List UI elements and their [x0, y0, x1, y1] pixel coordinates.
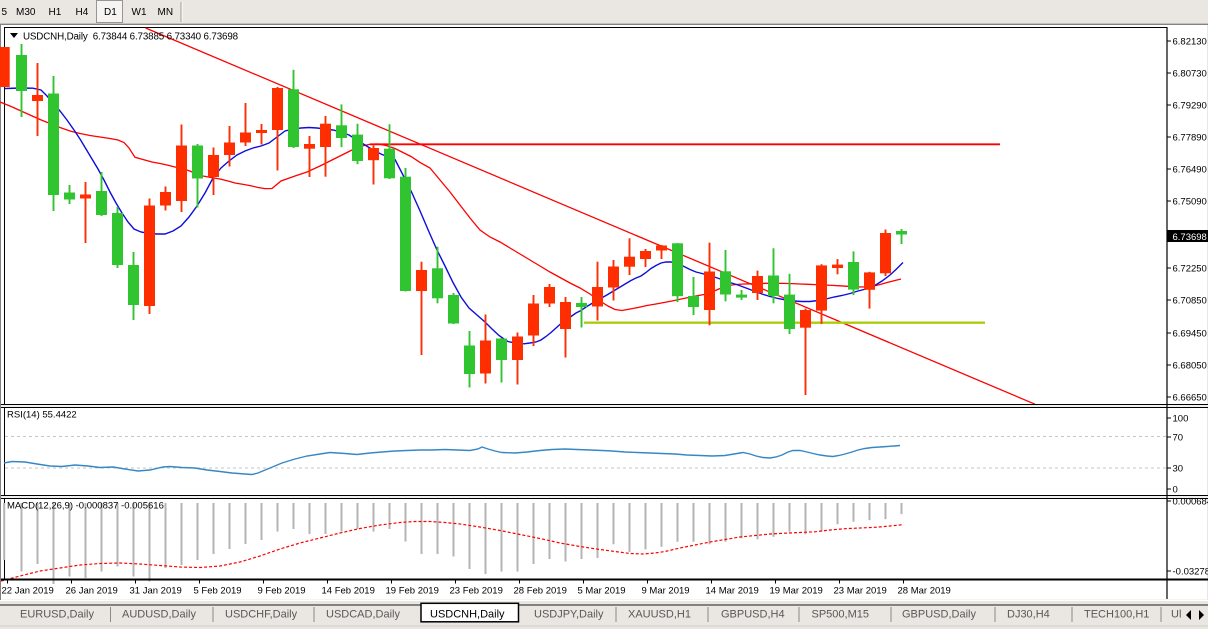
- svg-text:USDJPY,Daily: USDJPY,Daily: [534, 609, 604, 621]
- svg-text:6.80730: 6.80730: [1173, 69, 1207, 80]
- svg-text:M30: M30: [16, 7, 36, 18]
- svg-text:AUDUSD,Daily: AUDUSD,Daily: [122, 609, 196, 621]
- svg-text:70: 70: [1173, 433, 1184, 444]
- svg-text:28 Feb 2019: 28 Feb 2019: [514, 586, 567, 597]
- svg-text:6.77890: 6.77890: [1173, 133, 1207, 144]
- svg-text:XAUUSD,H1: XAUUSD,H1: [628, 609, 691, 621]
- svg-text:EURUSD,Daily: EURUSD,Daily: [20, 609, 94, 621]
- svg-text:MACD(12,26,9) -0.000837 -0.005: MACD(12,26,9) -0.000837 -0.005616: [7, 501, 164, 512]
- svg-text:USDCNH,Daily: USDCNH,Daily: [430, 609, 505, 621]
- svg-text:19 Feb 2019: 19 Feb 2019: [386, 586, 439, 597]
- svg-text:31 Jan 2019: 31 Jan 2019: [130, 586, 182, 597]
- svg-text:9 Mar 2019: 9 Mar 2019: [642, 586, 690, 597]
- svg-text:USDCNH,Daily 6.73844 6.73885: USDCNH,Daily 6.73844 6.73885 6.73340 6.7…: [23, 32, 239, 43]
- svg-text:5: 5: [2, 7, 8, 18]
- svg-text:0: 0: [1173, 485, 1178, 496]
- svg-text:14 Mar 2019: 14 Mar 2019: [706, 586, 759, 597]
- svg-text:6.66650: 6.66650: [1173, 393, 1207, 404]
- svg-text:30: 30: [1173, 464, 1184, 475]
- svg-text:6.68050: 6.68050: [1173, 361, 1207, 372]
- svg-text:6.76490: 6.76490: [1173, 165, 1207, 176]
- svg-text:GBPUSD,Daily: GBPUSD,Daily: [902, 609, 976, 621]
- svg-text:W1: W1: [132, 7, 147, 18]
- svg-text:6.82130: 6.82130: [1173, 37, 1207, 48]
- svg-text:GBPUSD,H4: GBPUSD,H4: [721, 609, 785, 621]
- svg-text:6.69450: 6.69450: [1173, 329, 1207, 340]
- svg-text:H4: H4: [76, 7, 89, 18]
- svg-text:RSI(14) 55.4422: RSI(14) 55.4422: [7, 410, 77, 421]
- svg-text:-0.03278: -0.03278: [1173, 567, 1208, 578]
- svg-text:22 Jan 2019: 22 Jan 2019: [2, 586, 54, 597]
- svg-text:TECH100,H1: TECH100,H1: [1084, 609, 1149, 621]
- svg-text:23 Feb 2019: 23 Feb 2019: [450, 586, 503, 597]
- svg-text:6.75090: 6.75090: [1173, 197, 1207, 208]
- svg-text:USDCAD,Daily: USDCAD,Daily: [326, 609, 400, 621]
- svg-text:28 Mar 2019: 28 Mar 2019: [898, 586, 951, 597]
- svg-text:19 Mar 2019: 19 Mar 2019: [770, 586, 823, 597]
- svg-text:SP500,M15: SP500,M15: [812, 609, 869, 621]
- svg-text:6.73698: 6.73698: [1173, 232, 1207, 243]
- svg-text:100: 100: [1173, 414, 1189, 425]
- svg-text:6.79290: 6.79290: [1173, 101, 1207, 112]
- svg-text:23 Mar 2019: 23 Mar 2019: [834, 586, 887, 597]
- svg-text:9 Feb 2019: 9 Feb 2019: [258, 586, 306, 597]
- svg-text:6.72250: 6.72250: [1173, 264, 1207, 275]
- svg-text:D1: D1: [104, 7, 117, 18]
- svg-text:H1: H1: [49, 7, 62, 18]
- svg-text:5 Mar 2019: 5 Mar 2019: [578, 586, 626, 597]
- svg-text:5 Feb 2019: 5 Feb 2019: [194, 586, 242, 597]
- svg-text:DJ30,H4: DJ30,H4: [1007, 609, 1050, 621]
- svg-text:USDCHF,Daily: USDCHF,Daily: [225, 609, 298, 621]
- svg-text:14 Feb 2019: 14 Feb 2019: [322, 586, 375, 597]
- svg-text:26 Jan 2019: 26 Jan 2019: [66, 586, 118, 597]
- svg-text:MN: MN: [158, 7, 174, 18]
- svg-text:Ul: Ul: [1171, 609, 1181, 621]
- svg-text:6.70850: 6.70850: [1173, 296, 1207, 307]
- svg-text:0.000684: 0.000684: [1173, 497, 1208, 508]
